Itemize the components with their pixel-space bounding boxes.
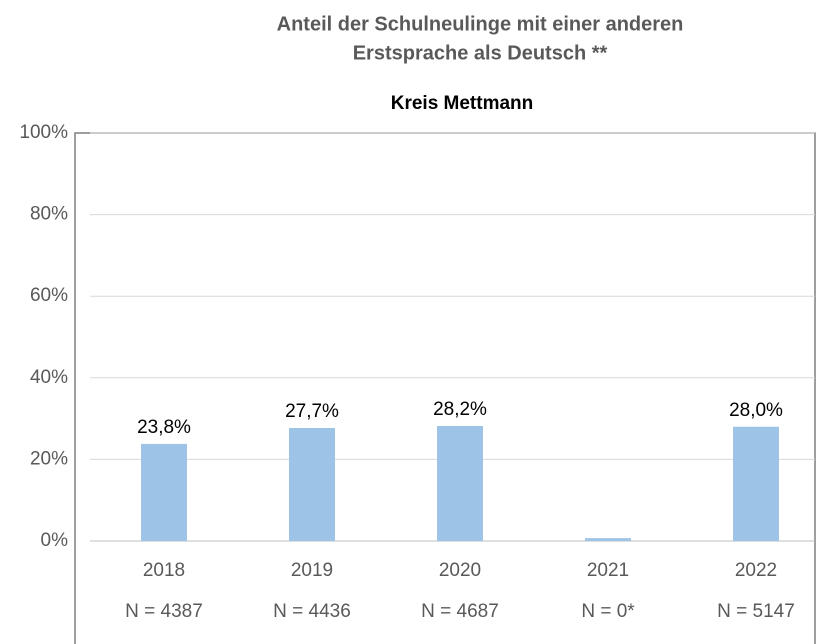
bar [141,443,187,541]
x-tick-note: N = 5147 [717,601,795,622]
x-tick-label: 2022 [735,560,777,581]
chart-title: Anteil der Schulneulinge mit einer ander… [277,13,684,35]
chart-title: Erstsprache als Deutsch ** [353,42,608,64]
data-label: 27,7% [285,401,339,422]
y-tick-label: 20% [30,448,68,469]
chart-subtitle: Kreis Mettmann [391,93,534,114]
x-tick-note: N = 4387 [125,601,203,622]
x-tick-label: 2020 [439,560,481,581]
data-label: 28,2% [433,399,487,420]
y-tick-label: 80% [30,204,68,225]
data-label: 23,8% [137,417,191,438]
bar [437,425,483,541]
y-tick-label: 40% [30,367,68,388]
x-tick-note: N = 4687 [421,601,499,622]
x-tick-note: N = 0* [581,601,635,622]
x-tick-label: 2018 [143,560,185,581]
x-tick-note: N = 4436 [273,601,351,622]
data-label: 28,0% [729,400,783,421]
y-tick-label: 0% [41,530,69,551]
x-tick-label: 2021 [587,560,629,581]
x-tick-label: 2019 [291,560,333,581]
y-tick-label: 100% [19,122,68,143]
bar [585,538,631,541]
bar [289,427,335,541]
y-tick-label: 60% [30,285,68,306]
bar [733,426,779,541]
